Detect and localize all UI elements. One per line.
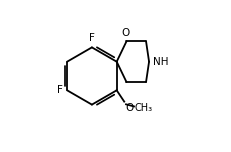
Text: F: F xyxy=(88,33,94,43)
Text: O: O xyxy=(121,28,129,38)
Text: O: O xyxy=(125,103,133,113)
Text: F: F xyxy=(57,85,62,95)
Text: CH₃: CH₃ xyxy=(134,103,152,113)
Text: NH: NH xyxy=(152,57,168,67)
